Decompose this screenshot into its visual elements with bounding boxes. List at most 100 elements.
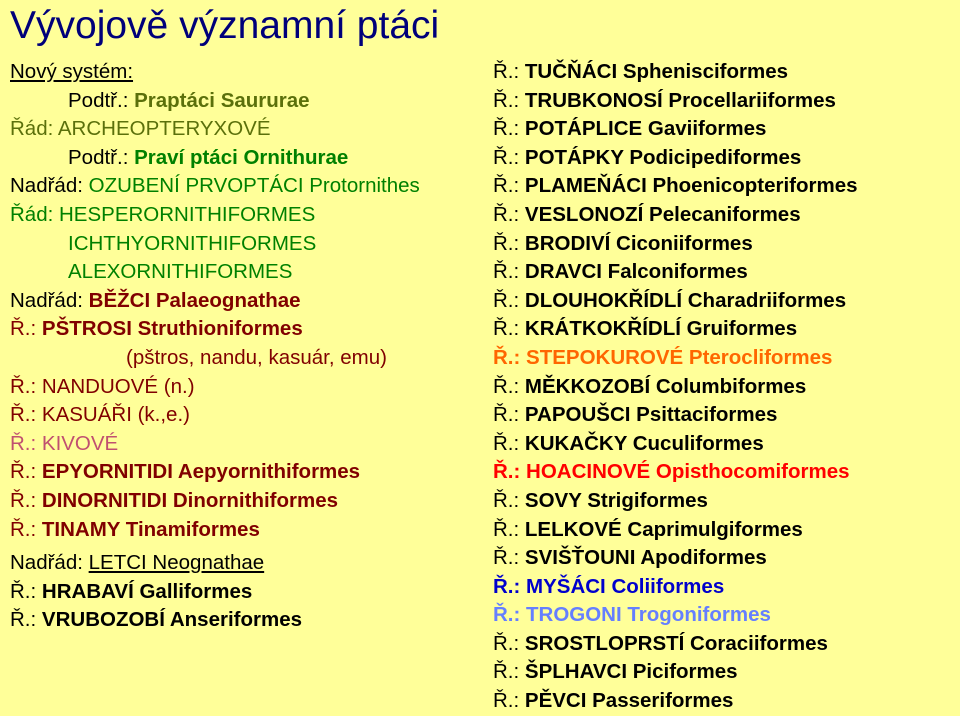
text-line: Řád: ARCHEOPTERYXOVÉ (10, 115, 475, 144)
text-line: Ř.: KASUÁŘI (k.,e.) (10, 401, 475, 430)
text-line: Ř.: PĚVCI Passeriformes (493, 687, 950, 716)
text-span: KUKAČKY Cuculiformes (525, 432, 764, 455)
text-span: Řád: ARCHEOPTERYXOVÉ (10, 117, 271, 140)
text-span: Ř.: STEPOKUROVÉ Pterocliformes (493, 346, 832, 369)
text-span: Praví ptáci Ornithurae (134, 146, 348, 169)
text-line: Nadřád: LETCI Neognathae (10, 549, 475, 578)
text-line: Ř.: ŠPLHAVCI Piciformes (493, 658, 950, 687)
text-span: Ř.: KIVOVÉ (10, 432, 118, 455)
text-span: Ř.: (493, 518, 525, 541)
text-span: TRUBKONOSÍ Procellariiformes (525, 89, 836, 112)
text-span: SROSTLOPRSTÍ Coraciiformes (525, 632, 828, 655)
text-span: ICHTHYORNITHIFORMES (68, 232, 316, 255)
text-line: Nadřád: BĚŽCI Palaeognathae (10, 287, 475, 316)
text-span: POTÁPLICE Gaviiformes (525, 117, 767, 140)
text-line: Ř.: MYŠÁCI Coliiformes (493, 573, 950, 602)
text-span: PĚVCI Passeriformes (525, 689, 734, 712)
text-line: Podtř.: Praptáci Saururae (10, 87, 475, 116)
text-span: Ř.: (493, 89, 525, 112)
left-column: Nový systém:Podtř.: Praptáci SaururaeŘád… (10, 58, 475, 716)
text-span: SOVY Strigiformes (525, 489, 708, 512)
text-span: Ř.: HOACINOVÉ Opisthocomiformes (493, 460, 850, 483)
text-span: HRABAVÍ Galliformes (42, 580, 252, 603)
text-line: Ř.: TUČŇÁCI Sphenisciformes (493, 58, 950, 87)
text-line: Ř.: PŠTROSI Struthioniformes (10, 315, 475, 344)
text-span: Ř.: (493, 317, 525, 340)
text-span: PLAMEŇÁCI Phoenicopteriformes (525, 174, 858, 197)
text-line: Ř.: VRUBOZOBÍ Anseriformes (10, 606, 475, 635)
text-line: Nový systém: (10, 58, 475, 87)
text-line: Ř.: TROGONI Trogoniformes (493, 601, 950, 630)
page-title: Vývojově významní ptáci (10, 4, 950, 48)
text-span: Ř.: NANDUOVÉ (n.) (10, 375, 195, 398)
right-column: Ř.: TUČŇÁCI SphenisciformesŘ.: TRUBKONOS… (493, 58, 950, 716)
text-span: Ř.: (493, 489, 525, 512)
text-span: BĚŽCI Palaeognathae (89, 289, 301, 312)
text-span: Ř.: (10, 489, 42, 512)
text-span: Ř.: (10, 317, 42, 340)
text-span: Ř.: (493, 660, 525, 683)
text-span: Nadřád: (10, 551, 89, 574)
text-span: PŠTROSI Struthioniformes (42, 317, 303, 340)
text-line: Ř.: SVIŠŤOUNI Apodiformes (493, 544, 950, 573)
text-span: (pštros, nandu, kasuár, emu) (126, 346, 387, 369)
text-span: LELKOVÉ Caprimulgiformes (525, 518, 803, 541)
text-line: Ř.: HOACINOVÉ Opisthocomiformes (493, 458, 950, 487)
text-span: BRODIVÍ Ciconiiformes (525, 232, 753, 255)
text-span: MĚKKOZOBÍ Columbiformes (525, 375, 806, 398)
text-span: POTÁPKY Podicipediformes (525, 146, 801, 169)
text-span: DRAVCI Falconiformes (525, 260, 748, 283)
text-span: Řád: HESPERORNITHIFORMES (10, 203, 315, 226)
text-line: (pštros, nandu, kasuár, emu) (10, 344, 475, 373)
text-line: Ř.: NANDUOVÉ (n.) (10, 373, 475, 402)
text-span: PAPOUŠCI Psittaciformes (525, 403, 778, 426)
text-line: Ř.: TRUBKONOSÍ Procellariiformes (493, 87, 950, 116)
text-span: Ř.: (493, 403, 525, 426)
text-line: Ř.: KIVOVÉ (10, 430, 475, 459)
text-line: Řád: HESPERORNITHIFORMES (10, 201, 475, 230)
text-span: Podtř.: (68, 89, 134, 112)
text-line: Ř.: POTÁPLICE Gaviiformes (493, 115, 950, 144)
text-line: Ř.: DINORNITIDI Dinornithiformes (10, 487, 475, 516)
text-line: ICHTHYORNITHIFORMES (10, 230, 475, 259)
text-span: VESLONOZÍ Pelecaniformes (525, 203, 801, 226)
text-span: Ř.: (493, 232, 525, 255)
text-span: TINAMY Tinamiformes (42, 518, 260, 541)
columns: Nový systém:Podtř.: Praptáci SaururaeŘád… (10, 58, 950, 716)
text-span: Ř.: (10, 460, 42, 483)
text-span: ŠPLHAVCI Piciformes (525, 660, 738, 683)
text-span: Ř.: (493, 689, 525, 712)
text-span: Ř.: (493, 146, 525, 169)
text-line: Podtř.: Praví ptáci Ornithurae (10, 144, 475, 173)
text-line: Ř.: POTÁPKY Podicipediformes (493, 144, 950, 173)
text-line: Ř.: TINAMY Tinamiformes (10, 516, 475, 545)
text-line: Ř.: DRAVCI Falconiformes (493, 258, 950, 287)
text-span: Ř.: KASUÁŘI (k.,e.) (10, 403, 190, 426)
text-line: Ř.: LELKOVÉ Caprimulgiformes (493, 516, 950, 545)
text-span: Ř.: (493, 174, 525, 197)
text-span: Ř.: (493, 432, 525, 455)
text-line: Ř.: KRÁTKOKŘÍDLÍ Gruiformes (493, 315, 950, 344)
text-span: Ř.: (493, 289, 525, 312)
text-span: Ř.: (493, 117, 525, 140)
text-line: Ř.: SOVY Strigiformes (493, 487, 950, 516)
text-line: Ř.: VESLONOZÍ Pelecaniformes (493, 201, 950, 230)
text-span: Ř.: (10, 580, 42, 603)
text-line: Ř.: SROSTLOPRSTÍ Coraciiformes (493, 630, 950, 659)
text-line: Nadřád: OZUBENÍ PRVOPTÁCI Protornithes (10, 172, 475, 201)
text-span: Ř.: MYŠÁCI Coliiformes (493, 575, 724, 598)
text-span: Praptáci Saururae (134, 89, 309, 112)
text-span: ALEXORNITHIFORMES (68, 260, 292, 283)
text-line: Ř.: MĚKKOZOBÍ Columbiformes (493, 373, 950, 402)
text-span: KRÁTKOKŘÍDLÍ Gruiformes (525, 317, 797, 340)
text-span: Ř.: (493, 546, 525, 569)
text-line: Ř.: STEPOKUROVÉ Pterocliformes (493, 344, 950, 373)
text-span: DLOUHOKŘÍDLÍ Charadriiformes (525, 289, 846, 312)
text-line: Ř.: PAPOUŠCI Psittaciformes (493, 401, 950, 430)
text-span: Ř.: (10, 518, 42, 541)
text-line: Ř.: KUKAČKY Cuculiformes (493, 430, 950, 459)
text-span: Ř.: (493, 375, 525, 398)
text-line: Ř.: EPYORNITIDI Aepyornithiformes (10, 458, 475, 487)
text-span: Nadřád: (10, 174, 89, 197)
text-line: Ř.: PLAMEŇÁCI Phoenicopteriformes (493, 172, 950, 201)
